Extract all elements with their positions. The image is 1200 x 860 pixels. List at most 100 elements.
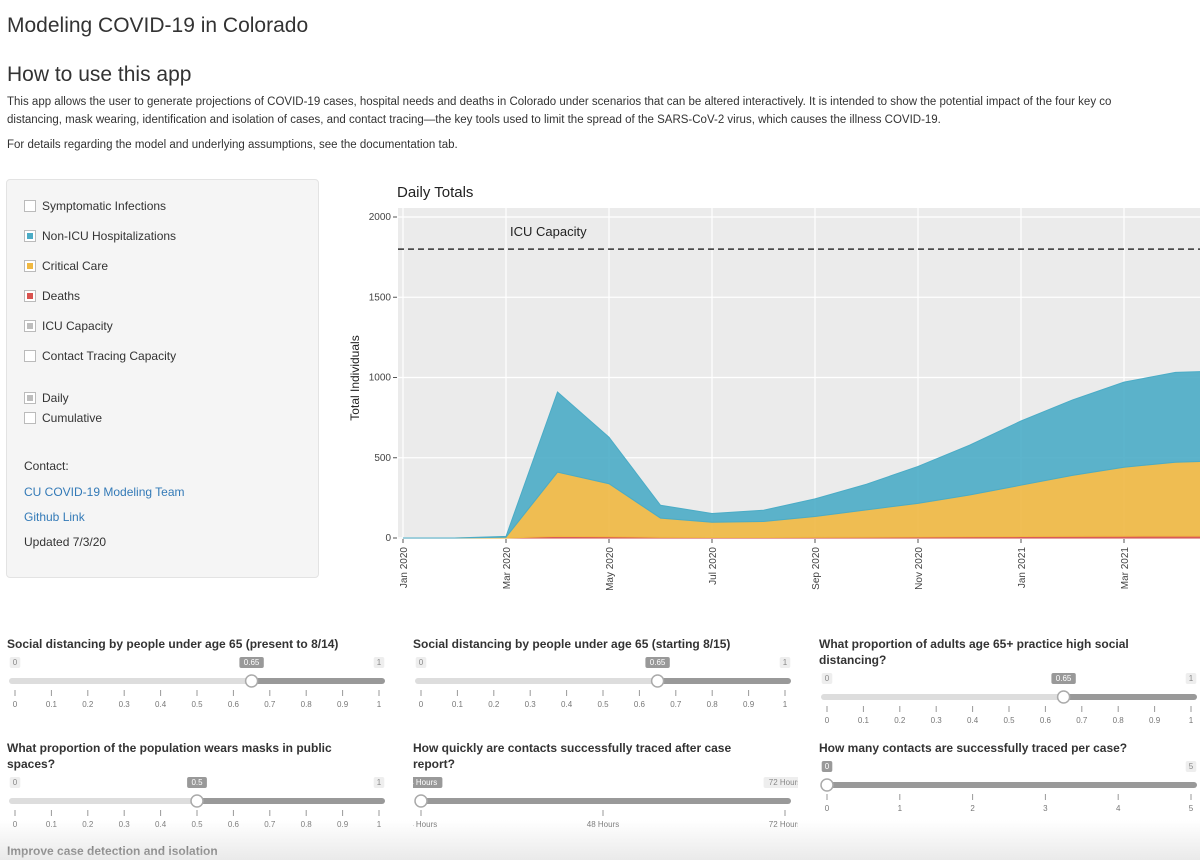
slider-max-label-bg [779, 657, 791, 668]
slider-fill [827, 782, 1197, 788]
slider-track-area[interactable]: 72 Hours 24 Hours 24 Hours 48 Hours 72 Hours [399, 772, 807, 832]
slider-min-label: 0 [825, 674, 830, 683]
slider-tick-label: 0.6 [1040, 716, 1052, 725]
slider-max-label-bg [1185, 761, 1197, 772]
annotation-label: ICU Capacity [510, 224, 587, 239]
slider-tick-label: 0 [825, 716, 830, 725]
x-tick-label: Mar 2021 [1120, 547, 1131, 590]
slider-max-label: 5 [1189, 762, 1194, 771]
slider-max-label: 1 [1189, 674, 1194, 683]
slider-tick-label: 1 [783, 700, 788, 709]
checkbox-option[interactable]: Deaths [24, 289, 80, 303]
option-label: ICU Capacity [42, 319, 113, 333]
slider-tick-label: 5 [1189, 804, 1194, 813]
slider[interactable]: Social distancing by people under age 65… [7, 636, 392, 717]
slider-tick-label: 0.8 [301, 820, 313, 829]
link[interactable]: CU COVID-19 Modeling Team [24, 485, 185, 499]
slider-tick-label: 0.3 [119, 820, 131, 829]
sidebar: Contact: CU COVID-19 Modeling Team Githu… [6, 179, 319, 578]
slider-value-label: 0.5 [191, 778, 203, 787]
slider-tick-label: 1 [377, 820, 382, 829]
slider-tick-label: 0.7 [670, 700, 682, 709]
slider-tick-label: 0.1 [46, 820, 58, 829]
slider-tick-label: 0.5 [191, 820, 203, 829]
slider-tick-label: 0.8 [301, 700, 313, 709]
section-title: How to use this app [7, 63, 192, 86]
slider-tick-label: 1 [1189, 716, 1194, 725]
checkbox[interactable] [24, 412, 36, 424]
option-label: Symptomatic Infections [42, 199, 167, 213]
slider-track-area[interactable]: 5 0 0 1 2 3 4 5 [819, 756, 1200, 816]
y-tick-label: 2000 [369, 212, 392, 223]
checkbox[interactable] [24, 290, 36, 302]
link[interactable]: Github Link [24, 510, 85, 524]
checkbox[interactable] [24, 200, 36, 212]
checkbox[interactable] [24, 320, 36, 332]
slider[interactable]: Social distancing by people under age 65… [413, 636, 798, 717]
slider-label: Social distancing by people under age 65… [7, 637, 339, 651]
checkbox-option[interactable]: Cumulative [24, 411, 102, 425]
slider-track-area[interactable]: 0 1 0.65 0 0.1 0.2 0.3 0.4 0.5 0.6 0.7 0.8 0.9 1 [7, 652, 392, 712]
slider-track-area[interactable]: 0 1 0.65 0 0.1 0.2 0.3 0.4 0.5 0.6 0.7 0.8 0.9 1 [819, 668, 1200, 728]
option-label: Critical Care [42, 259, 109, 273]
slider-max-label-bg [373, 657, 385, 668]
option-label: Contact Tracing Capacity [42, 349, 177, 363]
slider-tick-label: 0.5 [597, 700, 609, 709]
checkbox-option[interactable]: Symptomatic Infections [24, 199, 166, 213]
slider-tick-label: 0.6 [634, 700, 646, 709]
slider-handle[interactable] [244, 674, 259, 688]
checkbox[interactable] [24, 392, 36, 404]
option-label: Cumulative [42, 411, 103, 425]
checkbox[interactable] [24, 260, 36, 272]
slider-track [9, 798, 197, 804]
slider-tick-label: 0.3 [119, 700, 131, 709]
slider-handle[interactable] [190, 794, 204, 808]
slider-max-label: 1 [377, 658, 382, 667]
area-series [403, 371, 1200, 539]
slider-value-label: 0.65 [244, 658, 260, 667]
slider[interactable]: How many contacts are successfully trace… [819, 740, 1200, 821]
slider-tick-label: 0.6 [228, 700, 240, 709]
checkbox-mark [27, 323, 33, 329]
slider-track-area[interactable]: 0 1 0.65 0 0.1 0.2 0.3 0.4 0.5 0.6 0.7 0.8 0.9 1 [413, 652, 798, 712]
slider-fill [251, 678, 385, 684]
slider-value-label-bg [1051, 673, 1076, 684]
slider-tick-label: 1 [898, 804, 903, 813]
slider[interactable]: How quickly are contacts successfully tr… [399, 740, 807, 837]
slider-value-label: 0.65 [650, 658, 666, 667]
option-label: Non-ICU Hospitalizations [42, 229, 177, 243]
checkbox[interactable] [24, 230, 36, 242]
slider-handle[interactable] [820, 778, 834, 792]
slider-value-label-bg [821, 761, 833, 772]
slider-tick-label: 4 [1116, 804, 1121, 813]
checkbox-option[interactable]: Non-ICU Hospitalizations [24, 229, 176, 243]
slider[interactable]: What proportion of adults age 65+ practi… [819, 636, 1200, 733]
checkbox-option[interactable]: ICU Capacity [24, 319, 113, 333]
slider-handle[interactable] [414, 794, 428, 808]
slider[interactable]: What proportion of the population wears … [7, 740, 392, 837]
slider-tick-label: 0.4 [561, 700, 573, 709]
slider-tick-label: 0.2 [488, 700, 500, 709]
option-label: Deaths [42, 289, 81, 303]
slider-handle[interactable] [1056, 690, 1071, 704]
checkbox-option[interactable]: Critical Care [24, 259, 108, 273]
y-axis-title: Total Individuals [348, 335, 362, 420]
intro-line: This app allows the user to generate pro… [7, 96, 1112, 108]
checkbox[interactable] [24, 350, 36, 362]
checkbox-option[interactable]: Daily [24, 391, 69, 405]
x-tick-label: Nov 2020 [914, 547, 925, 590]
slider-min-label-bg [415, 657, 427, 668]
x-tick-label: May 2020 [605, 547, 616, 591]
slider-value-label: 0.65 [1056, 674, 1072, 683]
slider-tick-label: 0.1 [452, 700, 464, 709]
x-tick-label: Sep 2020 [811, 547, 822, 590]
slider-min-label: 0 [419, 658, 424, 667]
updated-text: Updated 7/3/20 [24, 535, 107, 549]
checkbox-option[interactable]: Contact Tracing Capacity [24, 349, 176, 363]
slider-handle[interactable] [650, 674, 665, 688]
slider-track-area[interactable]: 0 1 0.5 0 0.1 0.2 0.3 0.4 0.5 0.6 0.7 0.8 0.9 1 [7, 772, 392, 832]
checkbox-mark [27, 263, 33, 269]
slider-tick-label: 0 [825, 804, 830, 813]
slider-tick-label: 0.6 [228, 820, 240, 829]
